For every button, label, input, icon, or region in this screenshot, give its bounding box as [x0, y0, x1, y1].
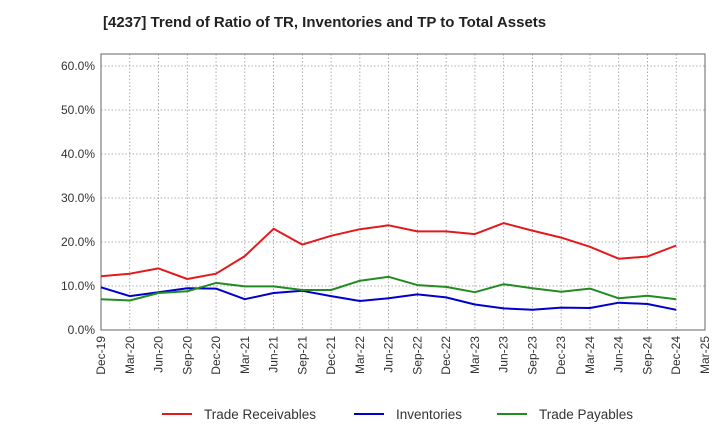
legend-label: Trade Receivables: [204, 407, 316, 422]
x-tick-label: Sep-20: [180, 336, 194, 375]
y-tick-label: 50.0%: [61, 103, 95, 117]
x-axis-tick-labels: Dec-19 Mar-20 Jun-20 Sep-20 Dec-20 Mar-21 Jun-…: [94, 336, 712, 375]
x-tick-label: Mar-25: [698, 336, 712, 374]
x-tick-label: Mar-24: [583, 336, 597, 374]
x-tick-label: Dec-23: [554, 336, 568, 375]
x-tick-label: Jun-24: [612, 336, 626, 373]
plot-area-frame: [100, 53, 706, 331]
x-tick-label: Jun-21: [267, 336, 281, 373]
x-tick-label: Sep-23: [525, 336, 539, 375]
y-tick-label: 0.0%: [68, 323, 96, 337]
grid-lines: [100, 54, 706, 331]
y-tick-label: 20.0%: [61, 235, 95, 249]
x-tick-label: Sep-21: [295, 336, 309, 375]
x-tick-label: Mar-22: [353, 336, 367, 374]
x-tick-label: Sep-22: [410, 336, 424, 375]
x-tick-label: Sep-24: [640, 336, 654, 375]
x-tick-label: Dec-19: [94, 336, 108, 375]
series-lines: [100, 222, 677, 311]
x-tick-label: Dec-21: [324, 336, 338, 375]
x-tick-label: Mar-21: [238, 336, 252, 374]
y-tick-label: 60.0%: [61, 59, 95, 73]
y-axis-tick-labels: 0.0% 10.0% 20.0% 30.0% 40.0% 50.0% 60.0%: [61, 59, 95, 337]
series-line-trade-receivables: [100, 222, 677, 280]
x-tick-label: Mar-23: [468, 336, 482, 374]
series-line-trade-payables: [100, 275, 677, 302]
x-tick-label: Jun-23: [497, 336, 511, 373]
y-tick-label: 40.0%: [61, 147, 95, 161]
x-tick-label: Jun-22: [382, 336, 396, 373]
legend-label: Trade Payables: [539, 407, 633, 422]
x-tick-label: Dec-24: [669, 336, 683, 375]
x-tick-label: Dec-20: [209, 336, 223, 375]
x-tick-label: Jun-20: [152, 336, 166, 373]
legend: Trade Receivables Inventories Trade Payabl…: [162, 407, 633, 422]
chart-title: [4237] Trend of Ratio of TR, Inventories…: [103, 14, 547, 31]
legend-label: Inventories: [396, 407, 462, 422]
y-tick-label: 30.0%: [61, 191, 95, 205]
x-tick-label: Mar-20: [123, 336, 137, 374]
x-tick-label: Dec-22: [439, 336, 453, 375]
y-tick-label: 10.0%: [61, 279, 95, 293]
